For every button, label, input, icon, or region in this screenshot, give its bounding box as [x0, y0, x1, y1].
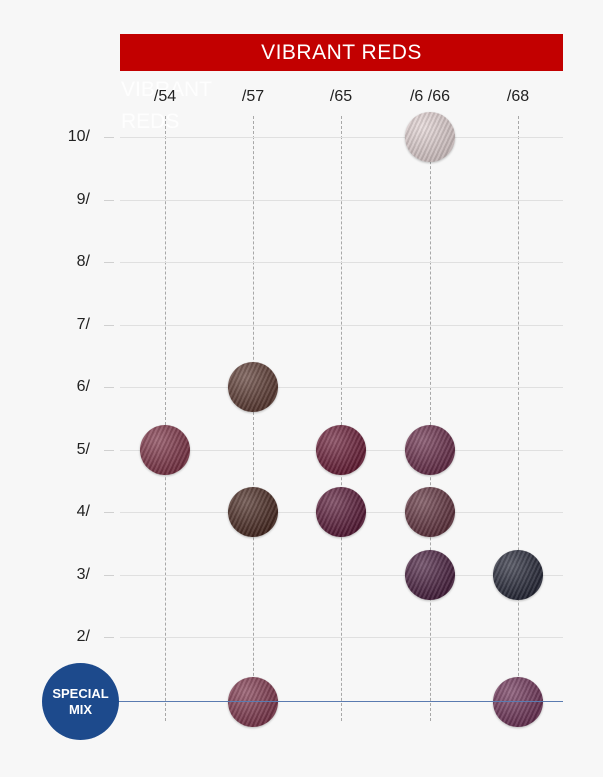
- row-guide-line: [120, 387, 563, 388]
- row-guide-line: [120, 199, 563, 201]
- column-heading: /57: [241, 88, 265, 105]
- hair-color-swatch[interactable]: [316, 424, 366, 475]
- row-level-label: 9/: [76, 190, 90, 208]
- hair-color-swatch[interactable]: [228, 362, 278, 412]
- row-tick: [104, 449, 114, 451]
- row-tick: [104, 137, 114, 138]
- hair-color-swatch[interactable]: [405, 424, 455, 475]
- hair-color-swatch[interactable]: [228, 487, 278, 537]
- row-guide-line: [120, 262, 563, 263]
- hair-color-swatch[interactable]: [140, 424, 190, 475]
- hair-color-swatch[interactable]: [405, 487, 455, 537]
- ghost-title: VIBRANT REDS: [121, 78, 213, 133]
- hair-color-swatch[interactable]: [493, 549, 543, 600]
- column-guide-line: [165, 116, 166, 721]
- row-tick: [104, 324, 114, 326]
- hair-color-swatch[interactable]: [405, 549, 455, 600]
- row-guide-line: [120, 137, 563, 138]
- hair-color-swatch[interactable]: [405, 112, 455, 162]
- row-tick: [104, 387, 114, 388]
- row-level-label: 10/: [67, 128, 90, 145]
- row-level-label: 5/: [76, 440, 90, 458]
- row-level-label: 3/: [76, 565, 90, 583]
- row-level-label: 4/: [76, 503, 90, 520]
- row-level-label: 7/: [76, 315, 90, 333]
- special-mix-badge: SPECIAL MIX: [42, 663, 119, 740]
- column-guide-line: [430, 116, 431, 721]
- column-heading: /68: [506, 88, 530, 105]
- row-level-label: 8/: [76, 253, 90, 270]
- column-heading: /65: [329, 88, 353, 105]
- special-mix-line2: MIX: [68, 701, 93, 717]
- header-banner: VIBRANT REDS: [120, 34, 563, 71]
- hair-color-swatch[interactable]: [228, 677, 278, 727]
- hair-color-swatch[interactable]: [316, 487, 366, 537]
- column-heading: /54: [153, 88, 177, 105]
- row-tick: [104, 199, 114, 201]
- column-guide-line: [341, 116, 342, 721]
- column-heading: /6 /66: [409, 88, 451, 105]
- row-tick: [104, 262, 114, 263]
- row-guide-line: [120, 324, 563, 326]
- hair-color-swatch[interactable]: [493, 677, 543, 727]
- column-guide-line: [518, 116, 519, 721]
- row-level-label: 2/: [76, 628, 90, 645]
- row-guide-line: [120, 574, 563, 576]
- row-tick: [104, 512, 114, 513]
- special-mix-line1: SPECIAL: [52, 685, 109, 701]
- column-guide-line: [253, 116, 254, 721]
- row-guide-line: [120, 637, 563, 638]
- row-level-label: 6/: [76, 378, 90, 395]
- special-mix-line: [110, 701, 563, 702]
- banner-title: VIBRANT REDS: [261, 40, 422, 64]
- row-tick: [104, 574, 114, 576]
- row-tick: [104, 637, 114, 638]
